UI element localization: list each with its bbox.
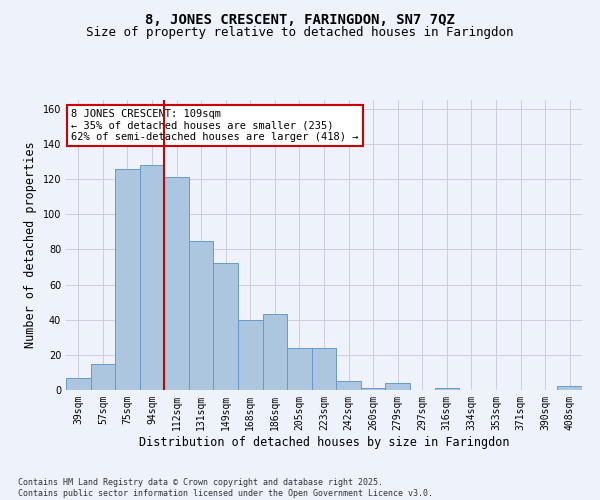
Bar — [557, 386, 582, 390]
Bar — [361, 388, 385, 390]
Bar — [263, 314, 287, 390]
Text: Size of property relative to detached houses in Faringdon: Size of property relative to detached ho… — [86, 26, 514, 39]
Bar — [189, 240, 214, 390]
Bar — [336, 381, 361, 390]
Bar — [434, 388, 459, 390]
Bar — [385, 383, 410, 390]
Bar — [66, 378, 91, 390]
Text: Contains HM Land Registry data © Crown copyright and database right 2025.
Contai: Contains HM Land Registry data © Crown c… — [18, 478, 433, 498]
Bar — [164, 178, 189, 390]
Bar — [312, 348, 336, 390]
Bar — [214, 264, 238, 390]
X-axis label: Distribution of detached houses by size in Faringdon: Distribution of detached houses by size … — [139, 436, 509, 448]
Y-axis label: Number of detached properties: Number of detached properties — [24, 142, 37, 348]
Bar — [238, 320, 263, 390]
Text: 8 JONES CRESCENT: 109sqm
← 35% of detached houses are smaller (235)
62% of semi-: 8 JONES CRESCENT: 109sqm ← 35% of detach… — [71, 108, 359, 142]
Bar — [91, 364, 115, 390]
Text: 8, JONES CRESCENT, FARINGDON, SN7 7QZ: 8, JONES CRESCENT, FARINGDON, SN7 7QZ — [145, 12, 455, 26]
Bar — [287, 348, 312, 390]
Bar — [115, 168, 140, 390]
Bar — [140, 165, 164, 390]
